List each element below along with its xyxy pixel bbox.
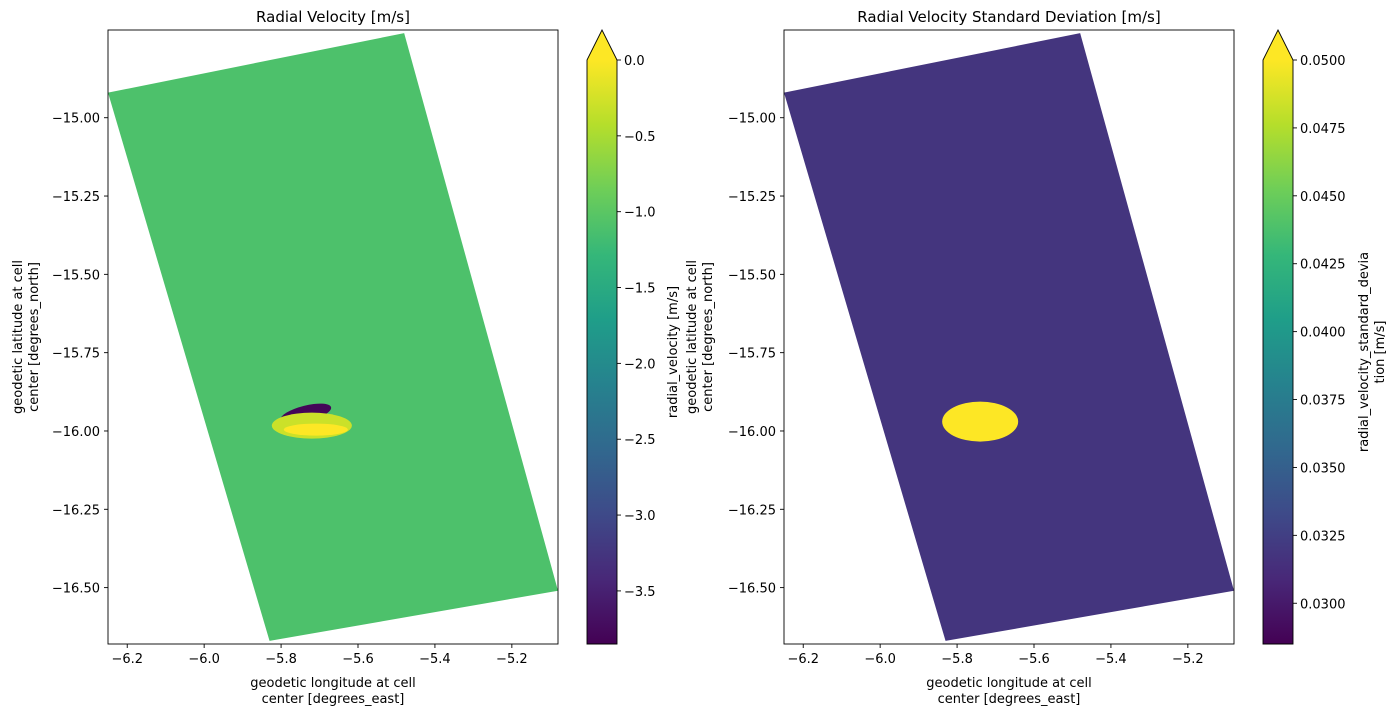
y-axis-label-line2: center [degrees_north] xyxy=(27,262,42,412)
y-tick-label: −16.50 xyxy=(52,582,100,597)
x-axis-label-line2: center [degrees_east] xyxy=(262,692,405,707)
x-axis-label-line1: geodetic longitude at cell xyxy=(926,676,1091,691)
y-tick-label: −16.50 xyxy=(728,582,776,597)
colorbar-tick-label: 0.0375 xyxy=(1300,394,1346,409)
anomaly-high xyxy=(283,423,348,436)
x-tick-label: −6.0 xyxy=(188,652,220,667)
heatmap-area xyxy=(108,33,558,641)
radial-velocity-panel: Radial Velocity [m/s] −6.2 −6.0 −5.8 −5.6 −5… xyxy=(11,8,681,707)
x-axis-label-line1: geodetic longitude at cell xyxy=(250,676,415,691)
colorbar-tick-label: −1.0 xyxy=(624,206,656,221)
x-tick-label: −6.0 xyxy=(864,652,896,667)
colorbar-tick-label: 0.0425 xyxy=(1300,258,1346,273)
x-axis-ticks: −6.2 −6.0 −5.8 −5.6 −5.4 −5.2 xyxy=(111,644,528,667)
y-tick-label: −16.00 xyxy=(52,425,100,440)
chart-title: Radial Velocity Standard Deviation [m/s] xyxy=(857,8,1160,26)
colorbar-tick-label: 0.0300 xyxy=(1300,597,1346,612)
colorbar-tick-label: 0.0325 xyxy=(1300,529,1346,544)
colorbar-tick-label: −1.5 xyxy=(624,282,656,297)
colorbar-outline xyxy=(1262,28,1294,645)
heatmap-area xyxy=(784,33,1234,641)
colorbar-tick-label: 0.0 xyxy=(624,54,645,69)
y-tick-label: −16.25 xyxy=(52,503,100,518)
y-tick-label: −16.25 xyxy=(728,503,776,518)
x-tick-label: −5.4 xyxy=(1095,652,1127,667)
y-tick-label: −16.00 xyxy=(728,425,776,440)
colorbar-tick-label: 0.0450 xyxy=(1300,190,1346,205)
x-tick-label: −6.2 xyxy=(787,652,819,667)
y-tick-label: −15.75 xyxy=(728,347,776,362)
colorbar-tick-label: −0.5 xyxy=(624,130,656,145)
x-tick-label: −5.6 xyxy=(342,652,374,667)
y-tick-label: −15.50 xyxy=(52,268,100,283)
y-axis-label-line2: center [degrees_north] xyxy=(701,262,716,412)
y-axis-label-line1: geodetic latitude at cell xyxy=(11,260,26,414)
colorbar-tick-label: −2.0 xyxy=(624,357,656,372)
colorbar-extend-max xyxy=(1263,30,1293,60)
x-tick-label: −5.8 xyxy=(265,652,297,667)
x-tick-label: −5.2 xyxy=(1172,652,1204,667)
colorbar-tick-label: −3.5 xyxy=(624,585,656,600)
x-tick-label: −5.4 xyxy=(419,652,451,667)
x-axis-ticks: −6.2 −6.0 −5.8 −5.6 −5.4 −5.2 xyxy=(787,644,1204,667)
chart-title: Radial Velocity [m/s] xyxy=(256,8,410,26)
colorbar-tick-label: 0.0400 xyxy=(1300,326,1346,341)
colorbar-label-line2: tion [m/s] xyxy=(1373,321,1388,384)
colorbar-tick-label: −3.0 xyxy=(624,509,656,524)
y-tick-label: −15.00 xyxy=(728,112,776,127)
axes-frame xyxy=(783,29,1235,645)
colorbar-extend-max xyxy=(587,30,617,60)
colorbar-label-line1: radial_velocity_standard_devia xyxy=(1357,252,1372,452)
x-tick-label: −5.2 xyxy=(496,652,528,667)
x-tick-label: −5.8 xyxy=(941,652,973,667)
y-tick-label: −15.25 xyxy=(52,190,100,205)
x-axis-label-line2: center [degrees_east] xyxy=(938,692,1081,707)
y-tick-label: −15.50 xyxy=(728,268,776,283)
anomaly xyxy=(942,401,1019,442)
colorbar-tick-label: 0.0475 xyxy=(1300,122,1346,137)
colorbar-label: radial_velocity [m/s] xyxy=(666,286,681,418)
y-axis-ticks: −15.00 −15.25 −15.50 −15.75 −16.00 −16.25 −16.… xyxy=(52,112,108,597)
colorbar: 0.0500 0.0475 0.0450 0.0425 0.0400 0.0375 0.03… xyxy=(1262,28,1346,645)
colorbar-tick-label: 0.0350 xyxy=(1300,461,1346,476)
axes-frame xyxy=(107,29,559,645)
colorbar-tick-label: −2.5 xyxy=(624,433,656,448)
y-tick-label: −15.75 xyxy=(52,347,100,362)
x-tick-label: −5.6 xyxy=(1018,652,1050,667)
swath xyxy=(784,33,1234,641)
y-axis-label-line1: geodetic latitude at cell xyxy=(685,260,700,414)
x-tick-label: −6.2 xyxy=(111,652,143,667)
colorbar-outline xyxy=(586,28,618,645)
colorbar-gradient xyxy=(1263,60,1293,644)
y-tick-label: −15.25 xyxy=(728,190,776,205)
y-axis-ticks: −15.00 −15.25 −15.50 −15.75 −16.00 −16.25 −16.… xyxy=(728,112,784,597)
y-tick-label: −15.00 xyxy=(52,112,100,127)
swath xyxy=(108,33,558,641)
colorbar-tick-label: 0.0500 xyxy=(1300,54,1346,69)
colorbar-gradient xyxy=(587,60,617,644)
colorbar: 0.0 −0.5 −1.0 −1.5 −2.0 −2.5 −3.0 −3.5 xyxy=(586,28,656,645)
radial-velocity-std-panel: Radial Velocity Standard Deviation [m/s]… xyxy=(685,8,1388,707)
